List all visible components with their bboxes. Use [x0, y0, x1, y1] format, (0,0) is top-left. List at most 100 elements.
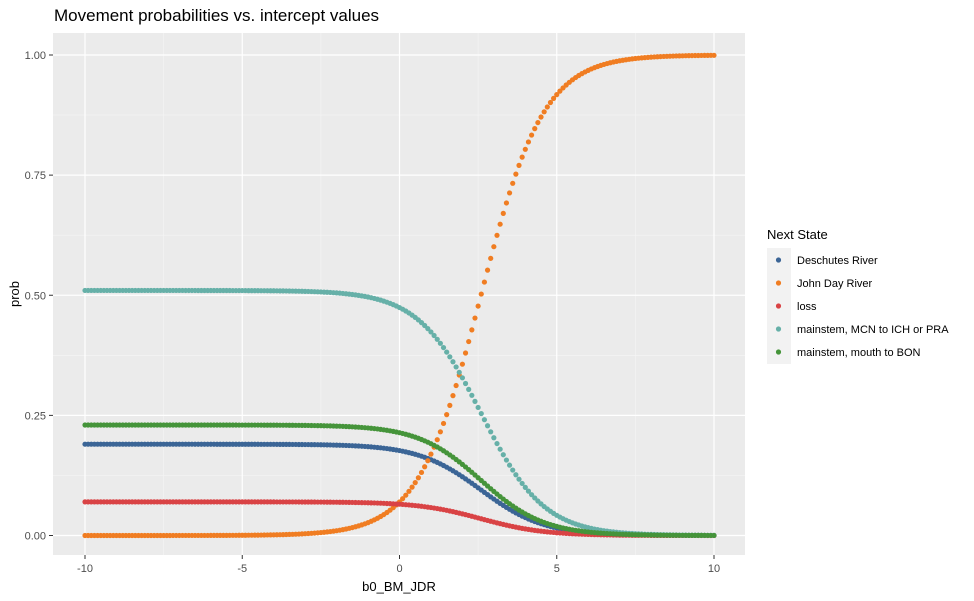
legend-key [775, 326, 782, 332]
data-point [478, 410, 484, 417]
data-point [500, 452, 506, 458]
data-point [491, 244, 497, 250]
data-point [500, 210, 506, 216]
data-point [510, 467, 516, 473]
data-point [481, 279, 488, 285]
data-point [503, 457, 510, 463]
data-point [506, 190, 513, 196]
data-point [532, 126, 538, 132]
data-point [462, 350, 469, 356]
legend-key [775, 349, 782, 355]
data-point [513, 472, 519, 478]
data-point [403, 492, 409, 498]
axes: -10 -5 0 5 10 0.00 0.25 0.50 0.75 1.00 [25, 50, 721, 575]
data-point [450, 359, 456, 365]
data-point [412, 480, 418, 486]
data-point [472, 315, 478, 321]
data-point [462, 380, 469, 387]
y-tick-label: 0.00 [25, 531, 46, 543]
y-tick-label: 0.75 [25, 170, 46, 182]
legend-label: John Day River [797, 278, 873, 290]
data-point [494, 440, 500, 447]
legend-key [775, 303, 782, 309]
data-point [494, 232, 500, 238]
data-point [519, 154, 525, 160]
y-tick-label: 0.25 [25, 410, 46, 422]
chart-title: Movement probabilities vs. intercept val… [54, 6, 379, 25]
data-point [481, 417, 488, 423]
data-point [418, 469, 425, 476]
data-point [525, 139, 532, 145]
data-point [475, 404, 481, 411]
data-point [453, 364, 459, 370]
data-point [491, 435, 497, 441]
data-point [425, 326, 431, 332]
legend: Next State Deschutes River John Day River… [767, 227, 949, 364]
data-point [434, 437, 440, 443]
y-tick-label: 0.50 [25, 290, 46, 302]
data-point [541, 109, 547, 115]
data-point [434, 336, 440, 342]
series-mainstem-mouth-to-bon [82, 422, 717, 539]
data-point [525, 488, 532, 494]
data-point [428, 451, 434, 457]
data-point [450, 393, 456, 399]
data-point [422, 464, 428, 470]
data-point [440, 344, 447, 351]
data-point [456, 369, 462, 375]
legend-label: loss [797, 301, 817, 313]
x-tick-label: 5 [554, 563, 560, 575]
y-axis-title: prob [7, 281, 22, 307]
grid-lines [53, 33, 745, 555]
data-point [711, 532, 717, 539]
legend-label: mainstem, mouth to BON [797, 347, 921, 359]
legend-label: mainstem, MCN to ICH or PRA [797, 324, 949, 336]
data-point [503, 200, 510, 206]
data-point [547, 99, 554, 106]
data-point [519, 480, 525, 487]
data-point [711, 52, 717, 58]
x-tick-label: -10 [77, 563, 93, 575]
data-point [425, 458, 431, 464]
data-point [440, 420, 447, 427]
data-point [415, 475, 421, 481]
series-john-day-river [82, 52, 717, 539]
data-point [409, 484, 415, 490]
data-point [466, 338, 472, 345]
data-point [513, 171, 519, 177]
data-point [469, 327, 475, 333]
data-point [528, 132, 535, 138]
data-point [488, 255, 494, 261]
data-point [510, 180, 516, 186]
data-point [522, 484, 528, 490]
y-tick-label: 1.00 [25, 50, 46, 62]
data-point [506, 462, 513, 468]
data-point [488, 429, 494, 435]
data-point [535, 119, 541, 126]
data-point [528, 492, 535, 498]
data-point [466, 386, 472, 392]
data-point [554, 92, 560, 98]
data-point [478, 291, 484, 297]
data-point [469, 392, 475, 398]
data-point [459, 361, 465, 367]
legend-key [775, 280, 782, 286]
data-point [459, 375, 465, 381]
data-point [444, 412, 450, 418]
data-point [484, 267, 491, 273]
data-point [557, 88, 563, 94]
data-point [447, 402, 453, 408]
data-point [475, 303, 481, 309]
data-point [428, 329, 434, 335]
data-point [447, 354, 453, 360]
data-point [400, 496, 406, 502]
x-axis-title: b0_BM_JDR [362, 579, 436, 594]
data-point [484, 423, 491, 429]
x-tick-label: -5 [237, 563, 247, 575]
data-point [437, 429, 443, 435]
data-point [437, 340, 443, 346]
data-point [497, 446, 503, 452]
data-point [431, 332, 437, 339]
data-point [522, 146, 528, 152]
